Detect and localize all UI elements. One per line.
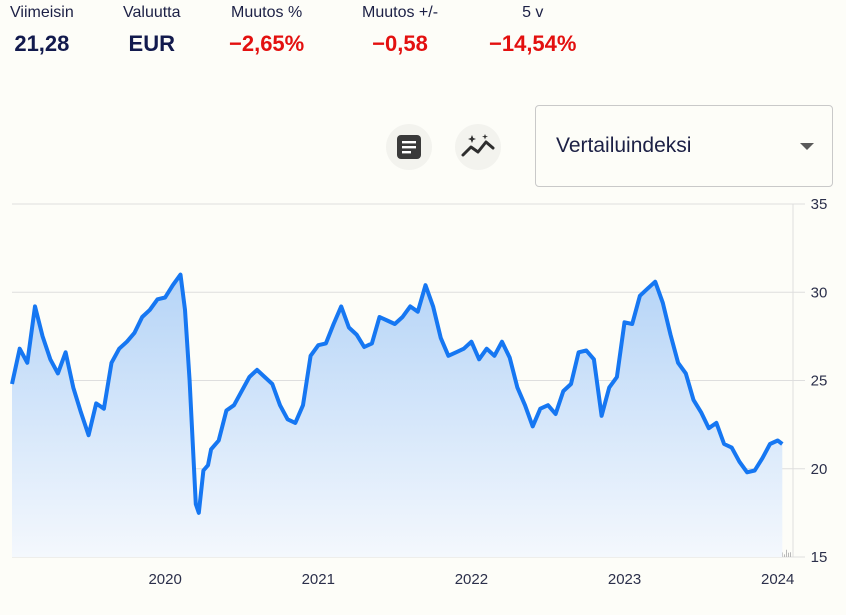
- stat-label: Viimeisin: [10, 4, 74, 21]
- stat-value: EUR: [128, 31, 175, 56]
- sparkle-chart-icon: [461, 134, 495, 157]
- stat-value: −0,58: [372, 31, 428, 56]
- x-tick-label: 2024: [761, 571, 794, 588]
- volume-bar: [784, 554, 785, 557]
- stat-value: −14,54%: [489, 31, 577, 56]
- stats-row: Viimeisin 21,28 Valuutta EUR Muutos % −2…: [0, 0, 846, 70]
- stat-label: Muutos %: [231, 4, 303, 21]
- volume-bar: [790, 552, 791, 557]
- chevron-down-icon: [800, 142, 814, 150]
- document-button[interactable]: [386, 124, 432, 170]
- price-chart: 15 20 25 30 35 2020 2021 2022 2023 2024: [10, 196, 828, 588]
- stat-value: 21,28: [14, 31, 70, 56]
- y-tick-label: 15: [811, 549, 828, 566]
- benchmark-index-label: Vertailuindeksi: [556, 134, 692, 157]
- stat-currency: Valuutta EUR: [123, 0, 181, 60]
- stat-label: 5 v: [522, 4, 544, 21]
- x-tick-label: 2022: [455, 571, 488, 588]
- volume-bar: [786, 549, 787, 557]
- benchmark-index-select[interactable]: Vertailuindeksi: [535, 105, 833, 187]
- x-tick-label: 2021: [302, 571, 335, 588]
- stat-latest: Viimeisin 21,28: [10, 0, 74, 60]
- stat-label: Valuutta: [123, 4, 181, 21]
- y-tick-label: 35: [811, 196, 828, 213]
- document-icon: [397, 135, 421, 159]
- x-tick-label: 2020: [148, 571, 181, 588]
- price-line: [10, 272, 784, 515]
- stat-5y: 5 v −14,54%: [489, 0, 576, 60]
- stat-change-absolute: Muutos +/- −0,58: [362, 0, 438, 60]
- y-tick-label: 25: [811, 373, 828, 390]
- price-area: [12, 274, 783, 557]
- stat-value: −2,65%: [229, 31, 305, 56]
- stat-label: Muutos +/-: [362, 4, 439, 21]
- x-tick-label: 2023: [608, 571, 641, 588]
- stat-change-percent: Muutos % −2,65%: [229, 0, 304, 60]
- volume-bar: [788, 552, 789, 557]
- y-tick-label: 20: [811, 461, 828, 478]
- y-tick-label: 30: [811, 284, 828, 301]
- volume-bar: [782, 552, 783, 557]
- sparkle-chart-button[interactable]: [455, 124, 501, 170]
